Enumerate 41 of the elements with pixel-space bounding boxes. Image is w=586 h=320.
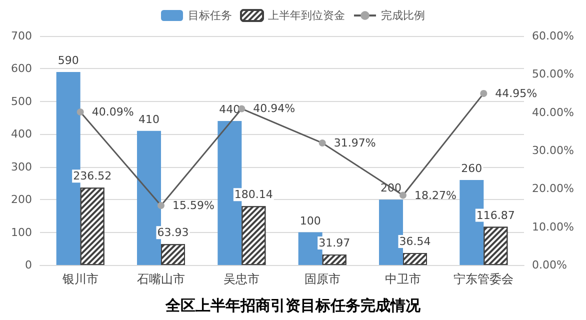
y-tick-label: 700 xyxy=(11,30,32,42)
y2-tick-label: 0.00% xyxy=(532,258,567,272)
data-label: 590 xyxy=(58,54,79,67)
y-tick-label: 300 xyxy=(11,160,32,174)
legend-label: 目标任务 xyxy=(188,9,232,22)
data-label: 44.95% xyxy=(495,86,538,100)
y-tick-label: 400 xyxy=(11,128,32,141)
legend-label: 完成比例 xyxy=(381,9,425,22)
data-label: 116.87 xyxy=(476,208,515,222)
y2-tick-label: 30.00% xyxy=(532,144,574,157)
x-tick-label: 石嘴山市 xyxy=(137,272,185,286)
data-label: 18.27% xyxy=(414,188,456,202)
y-tick-label: 0 xyxy=(25,258,32,272)
y-tick-label: 200 xyxy=(11,193,32,206)
data-label: 15.59% xyxy=(172,199,214,212)
y2-tick-label: 20.00% xyxy=(532,182,574,196)
x-tick-label: 中卫市 xyxy=(385,272,421,286)
data-label: 31.97% xyxy=(334,136,376,150)
data-label: 410 xyxy=(138,112,160,126)
data-label: 31.97 xyxy=(318,236,350,250)
text: 全区上半年招商引资目标任务完成情况 xyxy=(164,296,422,314)
data-label: 100 xyxy=(300,214,321,228)
y2-tick-label: 40.00% xyxy=(532,106,574,119)
y2-tick-label: 60.00% xyxy=(532,30,574,42)
x-tick-label: 宁东管委会 xyxy=(454,272,514,286)
y2-tick-label: 50.00% xyxy=(532,68,574,81)
data-label: 63.93 xyxy=(157,226,189,240)
x-tick-label: 吴忠市 xyxy=(224,272,260,286)
data-label: 40.94% xyxy=(253,102,296,116)
data-label: 260 xyxy=(461,162,482,175)
x-tick-label: 银川市 xyxy=(61,272,98,286)
legend-label: 上半年到位资金 xyxy=(268,9,345,22)
y-tick-label: 100 xyxy=(11,226,32,239)
data-label: 180.14 xyxy=(234,188,273,202)
y2-tick-label: 10.00% xyxy=(532,220,574,234)
y-tick-label: 600 xyxy=(11,62,32,76)
data-label: 36.54 xyxy=(399,235,431,248)
data-label: 40.09% xyxy=(92,105,134,118)
y-tick-label: 500 xyxy=(11,94,32,108)
x-tick-label: 固原市 xyxy=(304,272,340,286)
data-label: 236.52 xyxy=(73,170,112,183)
